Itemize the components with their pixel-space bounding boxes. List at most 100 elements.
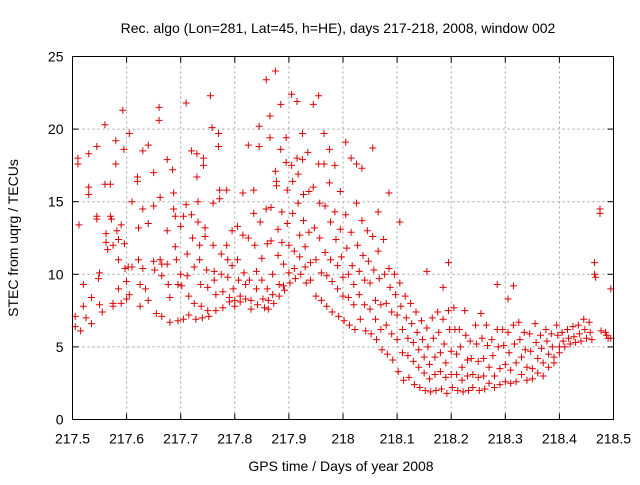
data-point bbox=[109, 241, 117, 249]
data-point bbox=[305, 228, 313, 236]
data-point bbox=[475, 386, 483, 394]
points-layer bbox=[71, 67, 615, 397]
data-point bbox=[412, 308, 420, 316]
data-point bbox=[402, 314, 410, 322]
data-point bbox=[327, 218, 335, 226]
data-point bbox=[194, 198, 202, 206]
data-point bbox=[328, 278, 336, 286]
data-point bbox=[377, 325, 385, 333]
data-point bbox=[450, 304, 458, 312]
data-point bbox=[558, 328, 566, 336]
data-point bbox=[440, 340, 448, 348]
data-point bbox=[447, 347, 455, 355]
data-point bbox=[236, 298, 244, 306]
data-point bbox=[217, 250, 225, 258]
data-point bbox=[374, 247, 382, 255]
data-point bbox=[267, 204, 275, 212]
data-point bbox=[133, 173, 141, 181]
data-point bbox=[193, 173, 201, 181]
data-point bbox=[113, 227, 121, 235]
data-point bbox=[518, 353, 526, 361]
data-point bbox=[334, 262, 342, 270]
data-point bbox=[267, 237, 275, 245]
data-point bbox=[263, 240, 271, 248]
data-point bbox=[454, 386, 462, 394]
data-point bbox=[602, 331, 610, 339]
data-point bbox=[224, 273, 232, 281]
data-point bbox=[179, 212, 187, 220]
data-point bbox=[279, 282, 287, 290]
data-point bbox=[275, 280, 283, 288]
data-point bbox=[501, 360, 509, 368]
data-point bbox=[361, 301, 369, 309]
data-point bbox=[591, 270, 599, 278]
data-point bbox=[336, 188, 344, 196]
data-point bbox=[163, 227, 171, 235]
data-point bbox=[428, 314, 436, 322]
data-point bbox=[102, 230, 110, 238]
data-point bbox=[431, 353, 439, 361]
data-point bbox=[336, 225, 344, 233]
y-tick-label: 5 bbox=[56, 339, 64, 355]
data-point bbox=[155, 116, 163, 124]
data-point bbox=[400, 376, 408, 384]
data-point bbox=[581, 325, 589, 333]
data-point bbox=[235, 276, 243, 284]
data-point bbox=[258, 276, 266, 284]
data-point bbox=[245, 276, 253, 284]
data-point bbox=[242, 280, 250, 288]
data-point bbox=[177, 222, 185, 230]
data-point bbox=[382, 299, 390, 307]
data-point bbox=[429, 334, 437, 342]
data-point bbox=[421, 386, 429, 394]
data-point bbox=[574, 321, 582, 329]
data-point bbox=[312, 256, 320, 264]
data-point bbox=[121, 264, 129, 272]
data-point bbox=[353, 199, 361, 207]
data-point bbox=[423, 324, 431, 332]
data-point bbox=[242, 295, 250, 303]
data-point bbox=[196, 241, 204, 249]
data-point bbox=[156, 193, 164, 201]
data-point bbox=[310, 224, 318, 232]
data-point bbox=[166, 294, 174, 302]
data-point bbox=[114, 256, 122, 264]
data-point bbox=[247, 305, 255, 313]
data-point bbox=[458, 363, 466, 371]
data-point bbox=[355, 291, 363, 299]
data-point bbox=[85, 190, 93, 198]
data-point bbox=[432, 386, 440, 394]
data-point bbox=[391, 291, 399, 299]
data-point bbox=[215, 143, 223, 151]
data-point bbox=[150, 202, 158, 210]
data-point bbox=[304, 148, 312, 156]
data-point bbox=[401, 292, 409, 300]
data-point bbox=[448, 384, 456, 392]
data-point bbox=[493, 280, 501, 288]
data-point bbox=[288, 90, 296, 98]
data-point bbox=[164, 280, 172, 288]
data-point bbox=[185, 292, 193, 300]
data-point bbox=[424, 343, 432, 351]
data-point bbox=[597, 327, 605, 335]
data-point bbox=[404, 334, 412, 342]
data-point bbox=[87, 294, 95, 302]
data-point bbox=[378, 346, 386, 354]
data-point bbox=[262, 205, 270, 213]
data-point bbox=[363, 227, 371, 235]
data-point bbox=[348, 262, 356, 270]
data-point bbox=[591, 259, 599, 267]
data-point bbox=[201, 233, 209, 241]
data-point bbox=[144, 296, 152, 304]
data-point bbox=[274, 251, 282, 259]
data-point bbox=[174, 280, 182, 288]
data-point bbox=[444, 307, 452, 315]
data-point bbox=[197, 280, 205, 288]
data-point bbox=[178, 282, 186, 290]
data-point bbox=[507, 379, 515, 387]
data-point bbox=[386, 283, 394, 291]
data-point bbox=[278, 238, 286, 246]
data-point bbox=[285, 241, 293, 249]
data-point bbox=[250, 186, 258, 194]
data-point bbox=[420, 353, 428, 361]
